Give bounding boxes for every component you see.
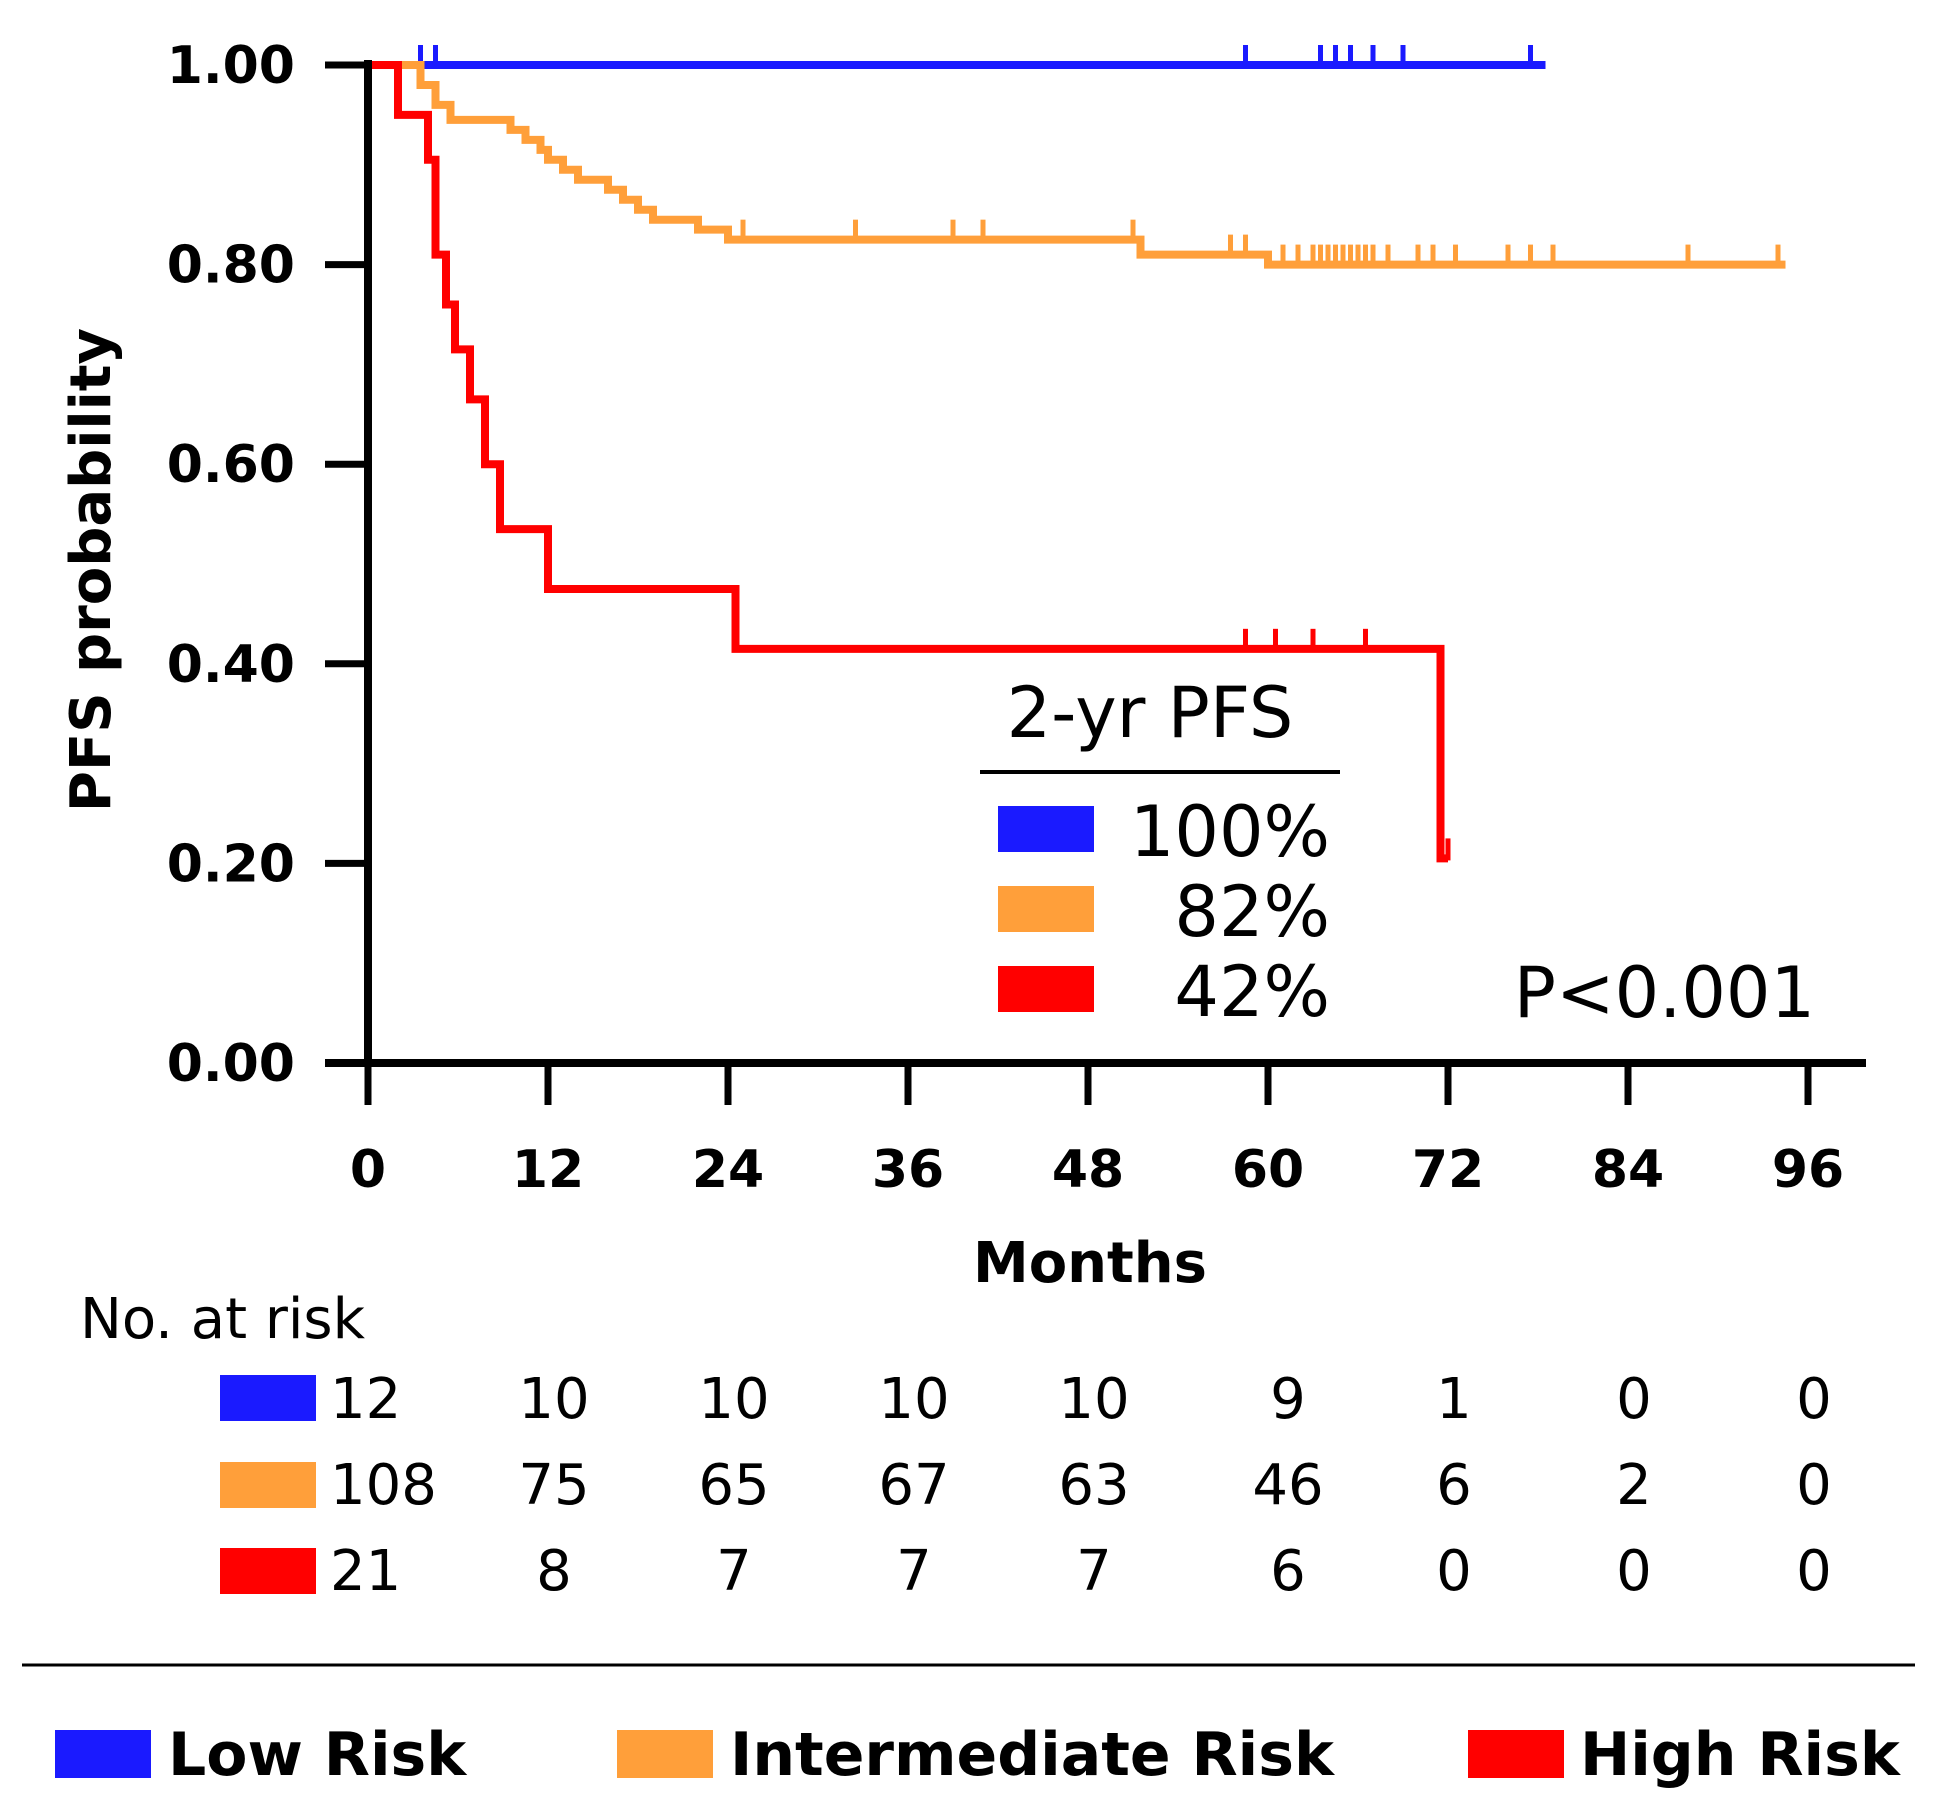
y-tick-label: 0.00 <box>167 1034 295 1094</box>
bottom-legend-swatch-high <box>1468 1730 1564 1778</box>
bottom-legend-label-intermediate: Intermediate Risk <box>730 1720 1336 1790</box>
risk-cell-intermediate: 63 <box>1058 1453 1129 1518</box>
p-value-annotation: P<0.001 <box>1514 952 1815 1034</box>
risk-cell-intermediate: 65 <box>698 1453 769 1518</box>
x-tick-label: 84 <box>1592 1140 1664 1200</box>
y-tick-label: 0.60 <box>167 435 295 495</box>
legend: 2-yr PFS 100% 82% 42% <box>980 672 1340 1033</box>
risk-cell-high: 7 <box>896 1539 932 1604</box>
series-layer <box>368 45 1786 863</box>
risk-cell-intermediate: 2 <box>1616 1453 1652 1518</box>
y-tick-label: 0.20 <box>167 834 295 894</box>
risk-cell-low: 1 <box>1436 1367 1472 1432</box>
risk-cell-low: 10 <box>878 1367 949 1432</box>
x-tick-label: 12 <box>512 1140 584 1200</box>
x-tick-label: 72 <box>1412 1140 1484 1200</box>
risk-cell-intermediate: 6 <box>1436 1453 1472 1518</box>
bottom-legend-swatch-low <box>55 1730 151 1778</box>
y-tick-label: 0.80 <box>167 236 295 296</box>
risk-cell-high: 0 <box>1436 1539 1472 1604</box>
risk-cell-intermediate: 46 <box>1252 1453 1323 1518</box>
legend-title: 2-yr PFS <box>1007 672 1294 754</box>
legend-value-high: 42% <box>1174 951 1330 1033</box>
legend-value-low: 100% <box>1130 791 1330 873</box>
y-tick-label: 0.40 <box>167 635 295 695</box>
risk-cell-high: 8 <box>536 1539 572 1604</box>
risk-cell-low: 9 <box>1270 1367 1306 1432</box>
risk-swatch-intermediate <box>220 1462 316 1508</box>
x-axis-title: Months <box>973 1231 1207 1296</box>
risk-cell-high: 0 <box>1616 1539 1652 1604</box>
risk-cell-intermediate: 75 <box>518 1453 589 1518</box>
x-tick-label: 48 <box>1052 1140 1124 1200</box>
series-line-high <box>368 61 1448 863</box>
risk-cell-intermediate: 108 <box>330 1453 437 1518</box>
bottom-legend-swatch-intermediate <box>617 1730 713 1778</box>
risk-cell-high: 7 <box>1076 1539 1112 1604</box>
axis-ticks <box>325 61 1812 1105</box>
y-tick-labels: 0.00 0.20 0.40 0.60 0.80 1.00 <box>167 36 295 1094</box>
risk-cell-low: 10 <box>518 1367 589 1432</box>
bottom-legend-label-high: High Risk <box>1580 1720 1902 1790</box>
y-tick-label: 1.00 <box>167 36 295 96</box>
risk-swatch-low <box>220 1375 316 1421</box>
risk-cell-low: 10 <box>698 1367 769 1432</box>
x-tick-label: 24 <box>692 1140 764 1200</box>
x-tick-label: 60 <box>1232 1140 1304 1200</box>
legend-swatch-low <box>998 806 1094 852</box>
x-tick-label: 0 <box>350 1140 386 1200</box>
y-axis-title: PFS probability <box>59 328 124 812</box>
risk-cell-low: 10 <box>1058 1367 1129 1432</box>
risk-swatch-high <box>220 1548 316 1594</box>
risk-cell-high: 6 <box>1270 1539 1306 1604</box>
risk-table-title: No. at risk <box>80 1287 366 1352</box>
risk-cell-high: 21 <box>330 1539 401 1604</box>
bottom-legend: Low Risk Intermediate Risk High Risk <box>55 1720 1902 1790</box>
risk-cell-low: 0 <box>1616 1367 1652 1432</box>
risk-cell-intermediate: 67 <box>878 1453 949 1518</box>
risk-cell-intermediate: 0 <box>1796 1453 1832 1518</box>
legend-value-intermediate: 82% <box>1174 871 1330 953</box>
bottom-legend-label-low: Low Risk <box>168 1720 468 1790</box>
legend-swatch-high <box>998 966 1094 1012</box>
risk-cell-low: 0 <box>1796 1367 1832 1432</box>
legend-swatch-intermediate <box>998 886 1094 932</box>
x-tick-label: 36 <box>872 1140 944 1200</box>
x-tick-label: 96 <box>1772 1140 1844 1200</box>
x-tick-labels: 0 12 24 36 48 60 72 84 96 <box>350 1140 1844 1200</box>
series-line-intermediate <box>368 61 1786 269</box>
risk-cell-high: 7 <box>716 1539 752 1604</box>
risk-cell-high: 0 <box>1796 1539 1832 1604</box>
risk-cell-low: 12 <box>330 1367 401 1432</box>
